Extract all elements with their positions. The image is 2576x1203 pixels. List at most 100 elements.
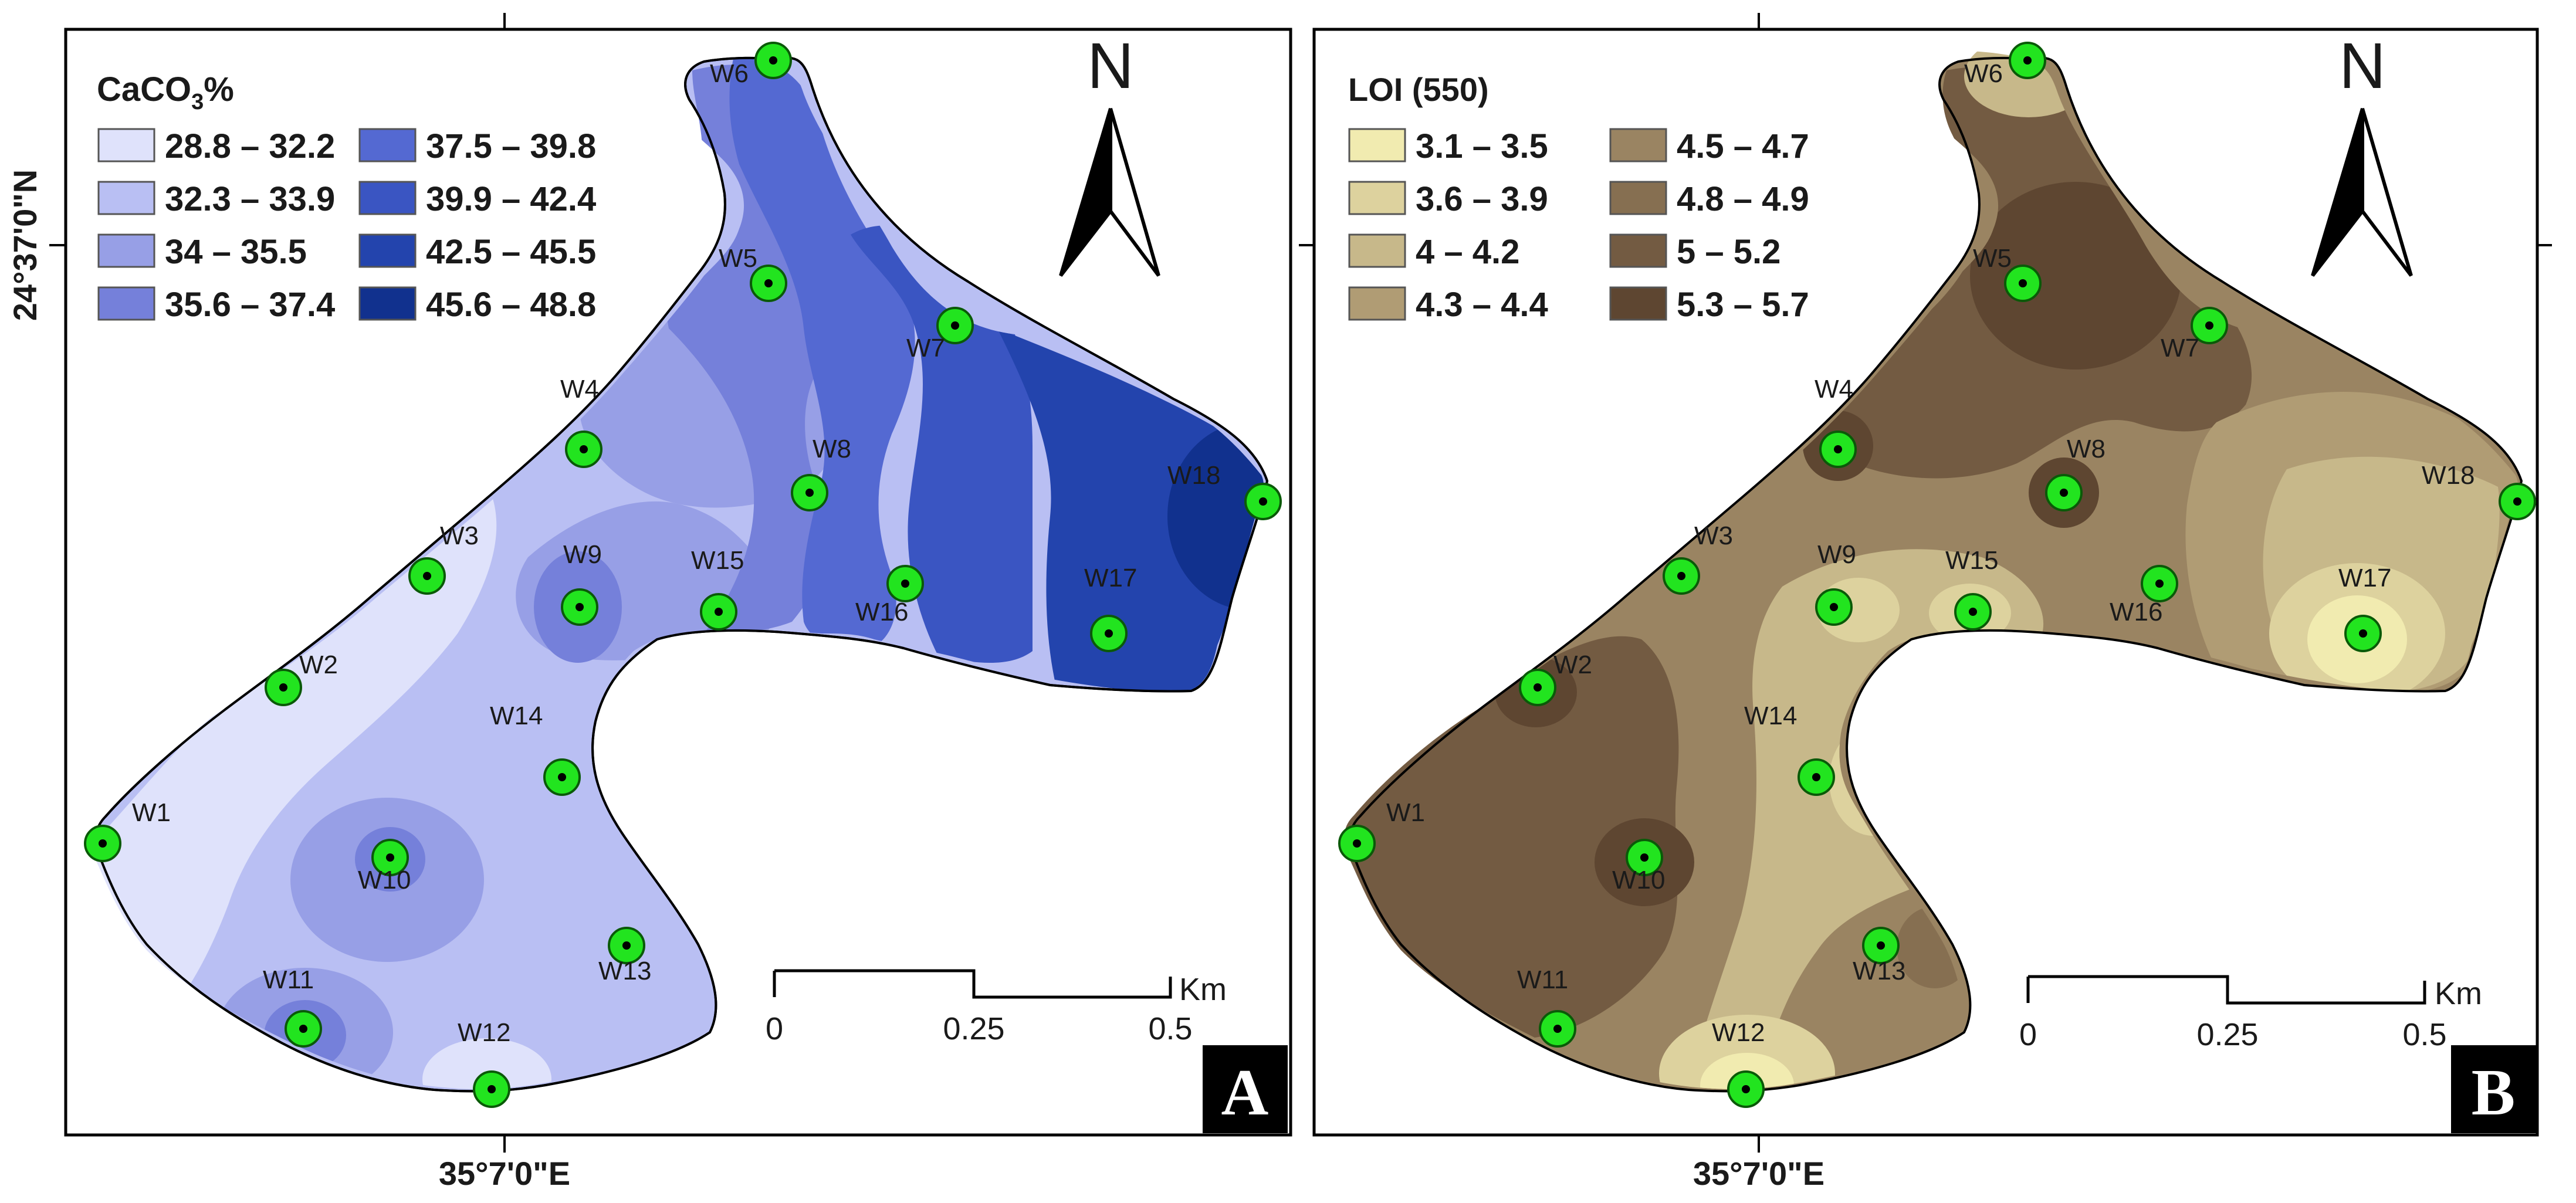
well-marker-dot — [1534, 683, 1542, 692]
legend-label: 3.1 – 3.5 — [1416, 127, 1548, 165]
legend-label: 5.3 – 5.7 — [1677, 286, 1809, 324]
panel-b-letter: B — [2472, 1056, 2516, 1129]
well-marker-dot — [1353, 839, 1361, 848]
well-marker-dot — [2205, 321, 2213, 330]
panel-b-scale-unit: Km — [2435, 976, 2482, 1011]
zone-a-7 — [997, 328, 1264, 698]
well-label: W13 — [1853, 957, 1905, 985]
legend-swatch — [358, 233, 417, 268]
legend-label: 4 – 4.2 — [1416, 233, 1519, 271]
well-marker-dot — [951, 321, 959, 330]
well-label: W1 — [132, 798, 171, 827]
legend-label: 3.6 – 3.9 — [1416, 180, 1548, 218]
legend-label: 45.6 – 48.8 — [426, 286, 596, 324]
well-label: W5 — [719, 244, 757, 273]
well-marker-dot — [386, 853, 394, 862]
north-arrow-right-half — [2361, 108, 2413, 277]
well-marker-dot — [279, 683, 287, 692]
well-label: W4 — [560, 375, 599, 404]
well-label: W7 — [2161, 334, 2199, 362]
well-marker-dot — [2060, 489, 2068, 497]
legend-swatch — [97, 181, 155, 215]
panel-a-letter: A — [1221, 1056, 1269, 1129]
well-marker-dot — [2155, 580, 2164, 588]
panel-b-scale-tick-1: 0.25 — [2196, 1017, 2258, 1052]
legend-label: 4.3 – 4.4 — [1416, 286, 1548, 324]
well-label: W6 — [710, 59, 749, 88]
legend-swatch — [97, 233, 155, 268]
well-label: W16 — [2110, 598, 2162, 626]
well-label: W15 — [1945, 546, 1998, 575]
well-label: W7 — [906, 334, 945, 362]
well-label: W18 — [2422, 461, 2475, 490]
well-marker-dot — [1259, 497, 1267, 506]
panel-a: CaCO3% 28.8 – 32.2 32.3 – 33.9 34 – 35.5 35… — [64, 28, 1292, 1137]
well-label: W3 — [440, 521, 479, 550]
legend-swatch — [358, 286, 417, 321]
well-marker-dot — [1830, 603, 1838, 611]
legend-swatch — [1609, 181, 1667, 215]
well-label: W8 — [2067, 435, 2106, 463]
panel-b-scale-tick-0: 0 — [2019, 1017, 2037, 1052]
north-label: N — [2339, 30, 2385, 102]
panel-a-legend-items: 28.8 – 32.2 32.3 – 33.9 34 – 35.5 35.6 – 37… — [97, 127, 596, 324]
well-marker-dot — [622, 941, 631, 950]
well-marker-dot — [2513, 497, 2521, 506]
panel-b-scale-bar — [2026, 975, 2426, 1005]
longitude-label-b: 35°7'0"E — [1693, 1155, 1824, 1192]
well-label: W3 — [1694, 521, 1733, 550]
panel-a-wells: W1 W2 W3 W4 W5 W6 W7 W8 W9 W10 W11 W12 W13 W14 W15 W16 W… — [84, 42, 1282, 1108]
well-marker-dot — [580, 445, 588, 453]
well-marker-dot — [715, 608, 723, 616]
legend-swatch — [358, 128, 417, 162]
well-label: W5 — [1973, 244, 2012, 273]
well-marker-dot — [99, 839, 107, 848]
zone-b-west — [1344, 636, 1679, 1038]
panel-b-legend-title: LOI (550) — [1348, 71, 1489, 108]
legend-label: 39.9 – 42.4 — [426, 180, 596, 218]
well-label: W14 — [1744, 702, 1797, 730]
well-label: W14 — [490, 702, 543, 730]
well-label: W4 — [1815, 375, 1853, 404]
panel-a-scale-tick-0: 0 — [766, 1011, 783, 1046]
legend-swatch — [1348, 233, 1406, 268]
zone-a-8 — [1167, 422, 1264, 610]
legend-label: 4.8 – 4.9 — [1677, 180, 1809, 218]
legend-swatch — [1348, 286, 1406, 321]
well-marker-dot — [1677, 572, 1685, 580]
panel-a-scale-tick-2: 0.5 — [1148, 1011, 1192, 1046]
longitude-label-a: 35°7'0"E — [439, 1155, 570, 1192]
well-label: W12 — [458, 1018, 510, 1047]
legend-label: 4.5 – 4.7 — [1677, 127, 1809, 165]
north-label: N — [1087, 30, 1133, 102]
well-label: W11 — [263, 965, 314, 994]
panel-b-legend: LOI (550) 3.1 – 3.5 3.6 – 3.9 4 – 4.2 4.3 –… — [1348, 71, 1809, 324]
well-label: W1 — [1386, 798, 1425, 827]
panel-a-scale-tick-1: 0.25 — [943, 1011, 1004, 1046]
well-label: W12 — [1712, 1018, 1765, 1047]
panel-b-wells: W1 W2 W3 W4 W5 W6 W7 W8 W9 W10 W11 W12 W13 W14 W15 W16 W… — [1338, 42, 2536, 1108]
legend-label: 32.3 – 33.9 — [165, 180, 335, 218]
well-label: W9 — [563, 540, 602, 569]
panel-b: LOI (550) 3.1 – 3.5 3.6 – 3.9 4 – 4.2 4.3 –… — [1312, 28, 2539, 1137]
legend-swatch — [1348, 128, 1406, 162]
well-label: W11 — [1517, 965, 1568, 994]
legend-swatch — [358, 181, 417, 215]
well-label: W6 — [1964, 59, 2003, 88]
legend-label: 42.5 – 45.5 — [426, 233, 596, 271]
legend-swatch — [97, 128, 155, 162]
well-marker-dot — [1553, 1025, 1562, 1033]
well-marker-dot — [1640, 853, 1648, 862]
panel-b-legend-items: 3.1 – 3.5 3.6 – 3.9 4 – 4.2 4.3 – 4.4 4.5 – … — [1348, 127, 1809, 324]
panel-b-letter-badge — [2451, 1045, 2536, 1133]
panel-a-scale-unit: Km — [1179, 972, 1227, 1007]
well-label: W17 — [1084, 564, 1137, 592]
legend-label: 35.6 – 37.4 — [165, 286, 335, 324]
legend-label: 5 – 5.2 — [1677, 233, 1780, 271]
well-label: W13 — [598, 957, 651, 985]
well-marker-dot — [423, 572, 431, 580]
well-label: W9 — [1817, 540, 1856, 569]
well-marker-dot — [1812, 773, 1820, 781]
well-label: W10 — [358, 866, 411, 894]
